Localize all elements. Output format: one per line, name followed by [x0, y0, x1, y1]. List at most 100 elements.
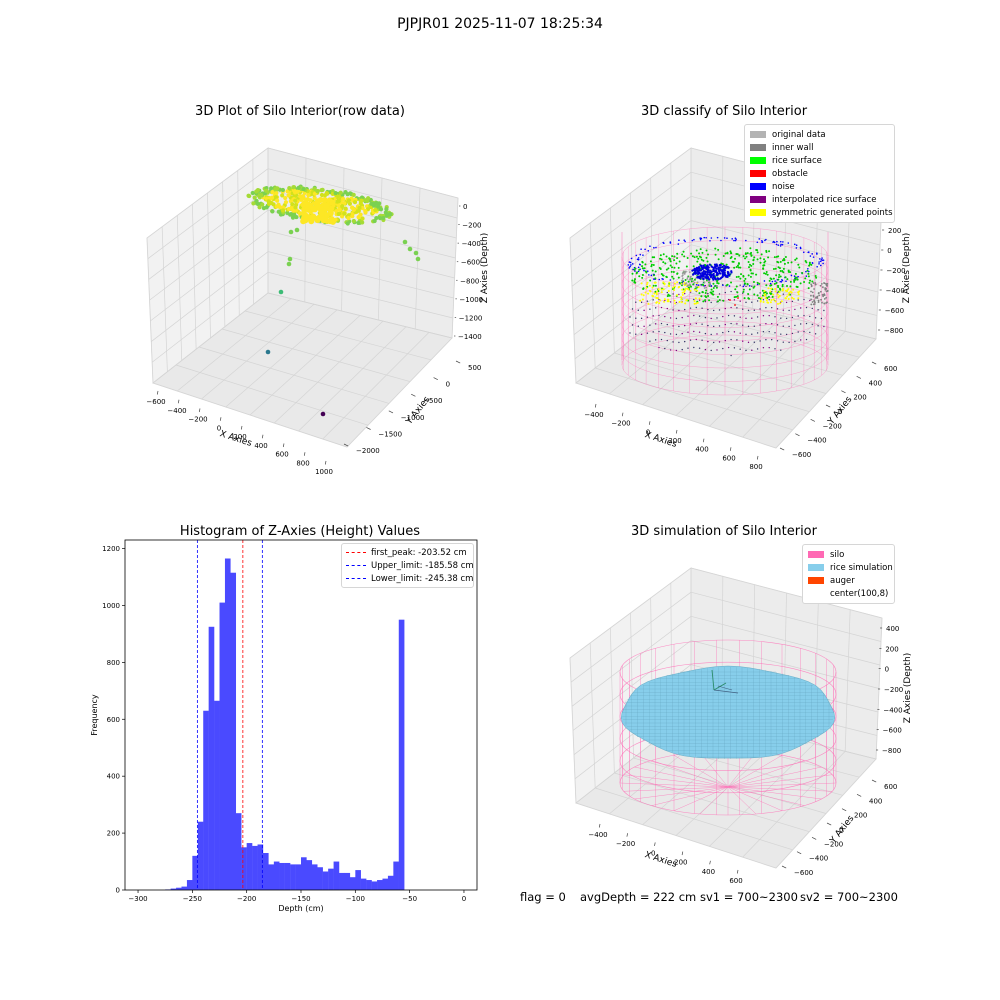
- noise-point: [705, 274, 708, 277]
- silo-cone-line: [673, 786, 729, 811]
- tick-mark: [702, 438, 705, 443]
- symmetric-point: [655, 301, 658, 304]
- rice-surface-point: [746, 283, 749, 286]
- symmetric-point: [640, 282, 643, 285]
- interpolated-point: [652, 331, 654, 333]
- noise-point: [713, 263, 717, 266]
- surface-point: [259, 192, 264, 198]
- noise-point: [769, 282, 772, 285]
- surface-point: [318, 215, 325, 222]
- rice-surface-point: [776, 260, 779, 263]
- inner-wall-point: [819, 284, 822, 287]
- grid-line: [572, 220, 692, 311]
- inner-wall-point: [810, 285, 813, 288]
- interpolated-point: [771, 322, 773, 325]
- interpolated-point: [774, 316, 776, 318]
- symmetric-point: [797, 291, 800, 294]
- legend-label: silo: [830, 549, 845, 560]
- histogram-bar: [355, 870, 361, 890]
- rice-surface-point: [762, 267, 765, 270]
- interpolated-point: [771, 290, 773, 293]
- surface-point: [280, 193, 285, 198]
- silo-cone-line: [727, 786, 757, 815]
- symmetric-point: [760, 296, 763, 299]
- noise-point: [710, 273, 713, 276]
- rice-surface-point: [759, 261, 762, 264]
- noise-point: [717, 266, 720, 269]
- silo-cone-line: [727, 786, 822, 800]
- legend-swatch: [808, 564, 824, 571]
- surface-point: [329, 199, 336, 206]
- panel2-legend: original data inner wall rice surface ob…: [744, 124, 895, 223]
- surface-point: [296, 185, 301, 190]
- symmetric-point: [759, 300, 762, 303]
- rice-surface-point: [768, 279, 771, 282]
- surface-point: [291, 185, 296, 190]
- histogram-bar: [279, 862, 285, 890]
- rice-surface-point: [756, 251, 759, 254]
- interpolated-point: [629, 316, 631, 318]
- rice-surface-point: [752, 286, 755, 289]
- silo-cone-line: [727, 760, 805, 788]
- rice-surface-point: [749, 268, 752, 271]
- interpolated-point: [745, 333, 747, 336]
- noise-point: [712, 268, 715, 271]
- noise-point: [627, 264, 630, 266]
- rice-surface-point: [768, 250, 771, 253]
- original-point: [692, 280, 695, 282]
- inner-wall-point: [823, 298, 826, 300]
- noise-point: [722, 264, 726, 267]
- interpolated-point: [631, 308, 634, 310]
- rice-surface-point: [686, 257, 689, 260]
- grid-line: [274, 320, 384, 424]
- tick-mark: [795, 433, 800, 437]
- interpolated-point: [791, 316, 794, 319]
- grid-line: [244, 310, 432, 361]
- noise-point: [780, 281, 783, 283]
- grid-line: [151, 251, 269, 342]
- inner-wall-point: [810, 298, 813, 301]
- x-tick-label: −400: [584, 411, 603, 419]
- rice-surface-point: [750, 272, 753, 275]
- histogram-frame: [124, 539, 478, 891]
- rice-surface-point: [716, 280, 719, 283]
- rice-surface-point: [733, 266, 736, 269]
- rice-surface-point: [729, 250, 732, 253]
- symmetric-point: [647, 292, 650, 295]
- rice-surface-point: [644, 263, 647, 266]
- y-tick-label: 200: [107, 830, 120, 838]
- surface-point: [315, 188, 320, 194]
- noise-point: [705, 277, 708, 280]
- rice-surface-point: [693, 256, 696, 259]
- histogram-bar: [387, 875, 394, 890]
- rice-surface-point: [795, 257, 798, 260]
- interpolated-point: [652, 315, 654, 317]
- interpolated-point: [643, 309, 645, 312]
- grid-line: [378, 177, 383, 321]
- interpolated-point: [635, 301, 637, 303]
- noise-point: [691, 239, 694, 242]
- rice-surface-point: [633, 278, 636, 281]
- interpolated-point: [687, 331, 689, 333]
- outlier-point: [278, 289, 284, 295]
- noise-point: [809, 255, 812, 257]
- surface-point: [285, 189, 290, 194]
- histogram-bar: [224, 558, 231, 890]
- legend-label: rice simulation: [830, 562, 893, 573]
- surface-point: [283, 195, 288, 201]
- noise-point: [781, 243, 784, 246]
- interpolated-point: [762, 331, 765, 333]
- interpolated-point: [765, 323, 767, 325]
- interpolated-point: [704, 284, 707, 287]
- surface-point: [340, 196, 346, 202]
- interpolated-point: [666, 291, 668, 294]
- inner-wall-point: [825, 296, 828, 299]
- interpolated-point: [768, 314, 770, 317]
- symmetric-point: [766, 301, 769, 304]
- rice-surface-point: [714, 247, 717, 250]
- y-tick-label: 200: [854, 812, 867, 820]
- rice-surface-point: [766, 273, 769, 276]
- noise-point: [637, 257, 640, 259]
- tick-mark: [729, 447, 732, 451]
- symmetric-point: [674, 302, 677, 305]
